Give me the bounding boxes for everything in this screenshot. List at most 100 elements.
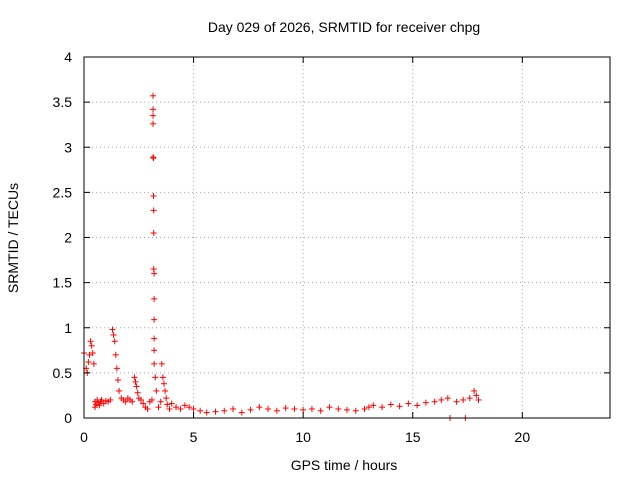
data-point xyxy=(291,405,298,412)
data-point xyxy=(112,351,119,358)
grid xyxy=(84,57,610,418)
data-point xyxy=(151,316,158,323)
data-point xyxy=(114,377,121,384)
chart-title: Day 029 of 2026, SRMTID for receiver chp… xyxy=(208,19,480,35)
data-point xyxy=(212,408,219,415)
data-point xyxy=(326,404,333,411)
data-point xyxy=(230,405,237,412)
data-point xyxy=(431,398,438,405)
data-point xyxy=(131,374,138,381)
x-axis-label: GPS time / hours xyxy=(291,457,398,473)
data-point xyxy=(164,401,171,408)
data-point xyxy=(190,405,197,412)
data-point xyxy=(87,338,94,345)
data-point xyxy=(150,192,157,199)
data-point xyxy=(151,347,158,354)
data-point xyxy=(166,405,173,412)
data-point xyxy=(129,398,136,405)
data-point xyxy=(132,378,139,385)
data-point xyxy=(197,407,204,414)
data-point xyxy=(155,404,162,411)
x-tick-label: 10 xyxy=(295,429,311,445)
data-point xyxy=(308,405,315,412)
data-point xyxy=(387,401,394,408)
data-point xyxy=(365,404,372,411)
data-point xyxy=(140,400,147,407)
y-tick-label: 3.5 xyxy=(53,94,73,110)
data-point xyxy=(282,405,289,412)
data-point xyxy=(466,395,473,402)
data-point xyxy=(160,380,167,387)
data-point xyxy=(150,92,157,99)
data-point xyxy=(137,396,144,403)
data-point xyxy=(344,406,350,413)
data-point xyxy=(405,400,412,407)
data-point xyxy=(150,155,157,162)
data-point xyxy=(273,407,280,414)
data-point xyxy=(203,409,210,416)
data-point xyxy=(122,398,129,405)
axis-ticks: 0 5 10 15 20 0 0.5 1 1.5 2 2.5 3 3.5 4 xyxy=(53,49,610,445)
data-point xyxy=(107,396,114,403)
y-tick-label: 0.5 xyxy=(53,365,73,381)
data-point xyxy=(150,207,157,214)
x-tick-label: 0 xyxy=(80,429,88,445)
data-point xyxy=(438,396,445,403)
data-point xyxy=(111,338,118,345)
data-point xyxy=(247,406,254,413)
data-point xyxy=(221,407,228,414)
data-point xyxy=(110,331,117,338)
y-tick-label: 2 xyxy=(64,230,72,246)
data-point xyxy=(151,335,158,342)
data-point xyxy=(88,342,95,349)
data-point xyxy=(134,389,141,396)
data-point xyxy=(422,399,429,406)
data-point xyxy=(85,359,92,366)
x-tick-label: 5 xyxy=(190,429,198,445)
y-tick-label: 1 xyxy=(64,320,72,336)
data-point xyxy=(86,351,93,358)
data-point xyxy=(352,407,359,414)
data-point xyxy=(396,403,403,410)
data-point xyxy=(158,360,165,367)
data-point xyxy=(98,396,105,403)
data-point xyxy=(471,387,478,394)
data-point xyxy=(113,365,120,372)
data-point xyxy=(150,112,157,119)
data-point xyxy=(453,398,460,405)
data-point xyxy=(317,407,324,414)
data-point xyxy=(168,400,175,407)
data-point xyxy=(148,396,155,403)
data-point xyxy=(335,405,342,412)
data-point xyxy=(151,270,158,277)
data-point xyxy=(370,402,377,409)
data-point xyxy=(186,404,193,411)
y-tick-label: 2.5 xyxy=(53,184,73,200)
data-point xyxy=(177,405,184,412)
data-point xyxy=(460,396,467,403)
data-point xyxy=(473,392,480,399)
y-tick-label: 4 xyxy=(64,49,72,65)
data-point xyxy=(238,409,245,416)
data-point xyxy=(151,295,158,302)
data-point xyxy=(163,395,170,402)
y-tick-label: 0 xyxy=(64,410,72,426)
data-point xyxy=(361,405,368,412)
data-point xyxy=(90,360,97,367)
data-point xyxy=(133,383,140,390)
data-point xyxy=(265,405,272,412)
data-point xyxy=(300,406,307,413)
data-point xyxy=(379,404,386,411)
data-point xyxy=(150,106,157,113)
data-point xyxy=(414,402,421,409)
y-tick-label: 3 xyxy=(64,139,72,155)
data-point xyxy=(150,229,157,236)
data-point xyxy=(96,402,103,409)
data-points xyxy=(81,92,482,421)
data-point xyxy=(152,374,159,381)
data-point xyxy=(181,402,188,409)
data-point xyxy=(173,404,180,411)
y-tick-label: 1.5 xyxy=(53,275,73,291)
data-point xyxy=(157,398,164,405)
